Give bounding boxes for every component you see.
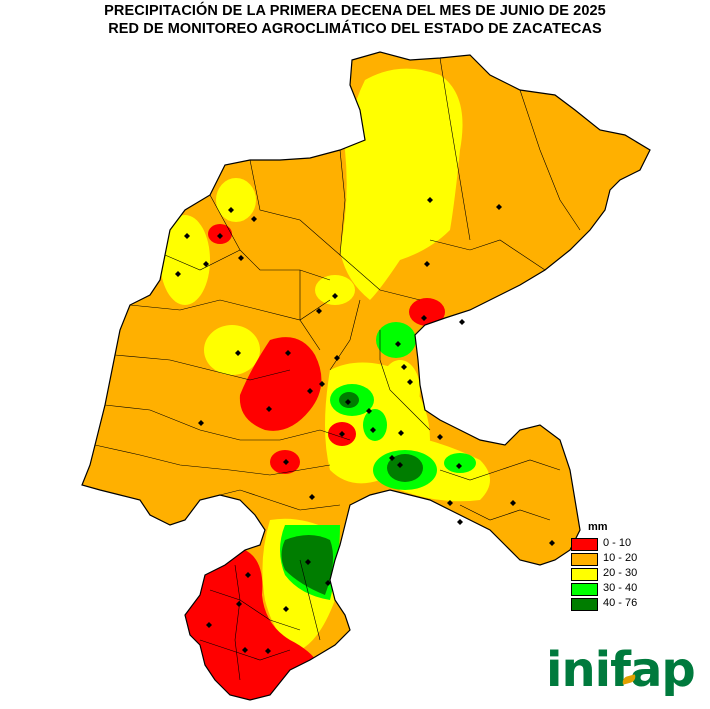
station-marker (397, 462, 403, 468)
station-marker (424, 261, 430, 267)
weather-stations (175, 197, 555, 654)
station-marker (395, 341, 401, 347)
station-marker (459, 319, 465, 325)
station-marker (345, 399, 351, 405)
station-marker (235, 350, 241, 356)
station-marker (334, 355, 340, 361)
legend-label: 0 - 10 (603, 537, 632, 549)
station-marker (175, 271, 181, 277)
station-marker (283, 459, 289, 465)
legend-item: 0 - 10 (571, 537, 681, 551)
legend-swatch (571, 538, 598, 551)
title-line-1: PRECIPITACIÓN DE LA PRIMERA DECENA DEL M… (104, 3, 606, 19)
legend-swatch (571, 598, 598, 611)
legend-label: 10 - 20 (603, 552, 638, 564)
legend-label: 40 - 76 (603, 597, 638, 609)
station-marker (206, 622, 212, 628)
station-marker (325, 580, 331, 586)
station-marker (238, 255, 244, 261)
legend-unit: mm (588, 521, 608, 533)
station-marker (401, 364, 407, 370)
station-marker (437, 434, 443, 440)
station-marker (421, 315, 427, 321)
station-marker (217, 233, 223, 239)
legend-swatch (571, 568, 598, 581)
station-marker (427, 197, 433, 203)
station-marker (332, 293, 338, 299)
station-marker (370, 427, 376, 433)
station-marker (251, 216, 257, 222)
station-marker (228, 207, 234, 213)
station-marker (496, 204, 502, 210)
inifap-logo: inifap (546, 642, 696, 698)
station-marker (266, 406, 272, 412)
station-marker (389, 455, 395, 461)
station-marker (339, 431, 345, 437)
legend-item: 20 - 30 (571, 567, 681, 581)
station-marker (309, 494, 315, 500)
legend-item: 30 - 40 (571, 582, 681, 596)
station-marker (549, 540, 555, 546)
station-marker (184, 233, 190, 239)
legend-label: 30 - 40 (603, 582, 638, 594)
station-marker (285, 350, 291, 356)
station-marker (265, 648, 271, 654)
legend-swatch (571, 553, 598, 566)
municipal-boundaries (94, 57, 581, 681)
station-marker (307, 388, 313, 394)
station-marker (319, 381, 325, 387)
station-marker (407, 379, 413, 385)
station-marker (305, 559, 311, 565)
legend-item: 10 - 20 (571, 552, 681, 566)
station-marker (283, 606, 289, 612)
station-marker (457, 519, 463, 525)
station-marker (203, 261, 209, 267)
station-marker (398, 430, 404, 436)
legend-label: 20 - 30 (603, 567, 638, 579)
station-marker (198, 420, 204, 426)
station-marker (510, 500, 516, 506)
station-marker (316, 308, 322, 314)
logo-text: inifap (546, 642, 696, 698)
station-marker (242, 647, 248, 653)
station-marker (456, 463, 462, 469)
station-marker (366, 408, 372, 414)
station-marker (245, 572, 251, 578)
station-marker (447, 500, 453, 506)
legend-item: 40 - 76 (571, 597, 681, 611)
legend-swatch (571, 583, 598, 596)
station-marker (236, 601, 242, 607)
title-line-2: RED DE MONITOREO AGROCLIMÁTICO DEL ESTAD… (108, 21, 602, 37)
